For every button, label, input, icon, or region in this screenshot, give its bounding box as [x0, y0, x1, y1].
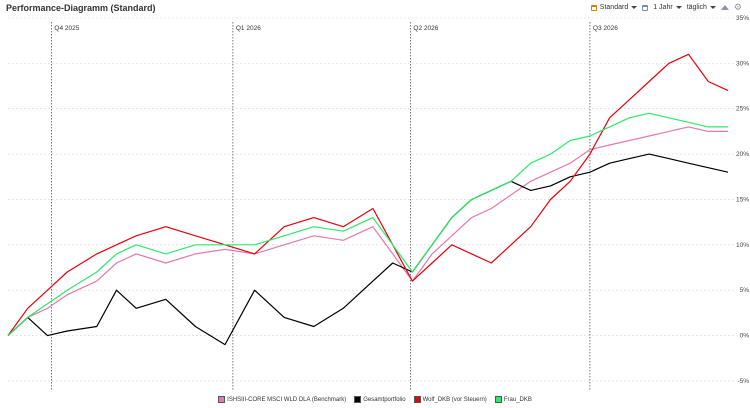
chevron-down-icon: [631, 6, 638, 9]
calendar-icon: [642, 4, 649, 11]
y-axis-ticks: -5% 0% 5% 10% 15% 20% 25% 30% 35%: [736, 15, 749, 385]
legend-label: Wolf_DKB (vor Steuern): [422, 396, 487, 403]
legend-item[interactable]: Frau_DKB: [494, 396, 532, 403]
interval-label: täglich: [686, 4, 707, 11]
chart-toolbar: Standard 1 Jahr täglich ⚙: [590, 3, 742, 12]
interval-selector[interactable]: täglich: [687, 4, 716, 11]
view-label: Standard: [599, 4, 629, 11]
page-title: Performance-Diagramm (Standard): [6, 3, 156, 13]
quarter-marker-label: Q1 2026: [236, 25, 261, 32]
y-tick-label: 10%: [736, 242, 749, 249]
period-selector[interactable]: 1 Jahr: [653, 4, 682, 11]
series-line-2: [7, 153, 729, 346]
legend-swatch: [218, 396, 226, 403]
legend-swatch: [354, 396, 362, 403]
legend-item[interactable]: ISHSIII-CORE MSCI WLD DLA (Benchmark): [218, 396, 346, 403]
gear-icon: ⚙: [733, 2, 742, 12]
settings-button[interactable]: ⚙: [734, 3, 742, 12]
export-button[interactable]: [720, 5, 729, 10]
legend-item[interactable]: Gesamtportfolio: [354, 396, 406, 403]
legend-item[interactable]: Wolf_DKB (vor Steuern): [413, 396, 487, 403]
y-tick-label: -5%: [737, 378, 749, 385]
legend-label: Frau_DKB: [503, 396, 532, 403]
y-tick-label: 25%: [736, 106, 749, 113]
y-tick-label: 20%: [736, 151, 749, 158]
y-tick-label: 30%: [736, 60, 749, 67]
quarter-markers: Q4 2025 Q1 2026 Q2 2026 Q3 2026: [50, 22, 618, 390]
grid-lines: [8, 17, 736, 382]
series-line-4: [7, 112, 728, 337]
y-tick-label: 15%: [736, 196, 749, 203]
quarter-marker-label: Q3 2026: [593, 25, 618, 32]
legend-label: ISHSIII-CORE MSCI WLD DLA (Benchmark): [227, 396, 347, 403]
period-label: 1 Jahr: [653, 4, 673, 11]
legend-swatch: [494, 396, 502, 403]
chevron-down-icon: [675, 6, 682, 9]
y-tick-label: 0%: [740, 333, 750, 340]
chevron-down-icon: [709, 6, 716, 9]
view-icon: [590, 4, 597, 11]
upload-icon: [720, 5, 729, 10]
chart-legend: ISHSIII-CORE MSCI WLD DLA (Benchmark) Ges…: [0, 396, 750, 403]
series-line-3: [7, 53, 729, 336]
quarter-marker-label: Q4 2025: [54, 25, 79, 32]
y-tick-label: 5%: [740, 287, 750, 294]
legend-label: Gesamtportfolio: [363, 396, 406, 403]
series-line-1: [7, 126, 728, 337]
series-lines: [7, 53, 729, 346]
y-tick-label: 35%: [736, 15, 749, 22]
quarter-marker-label: Q2 2026: [413, 25, 438, 32]
calendar-button[interactable]: [642, 4, 649, 11]
view-selector[interactable]: Standard: [590, 4, 638, 11]
legend-swatch: [413, 396, 421, 403]
